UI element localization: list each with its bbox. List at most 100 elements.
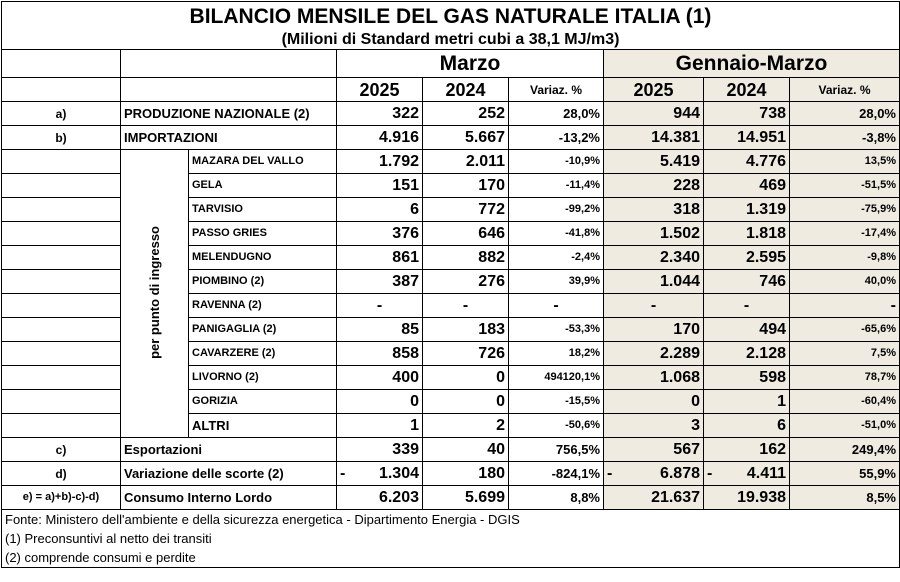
table-title: BILANCIO MENSILE DEL GAS NATURALE ITALIA… <box>1 1 900 30</box>
row-label: Variazione delle scorte (2) <box>120 461 337 486</box>
year-previous: 2024 <box>422 77 509 102</box>
row-code-blank <box>1 245 121 270</box>
cell-cvar: -65,6% <box>789 317 900 342</box>
cell-m24: 5.667 <box>422 125 509 150</box>
row-code-blank <box>1 365 121 390</box>
row-label: Consumo Interno Lordo <box>120 485 337 510</box>
cell-c25: 3 <box>603 413 704 438</box>
cell-m24: 276 <box>422 269 509 294</box>
row-code: c) <box>1 437 121 462</box>
cell-mvar: 8,8% <box>508 485 604 510</box>
footnote-2: (2) comprende consumi e perdite <box>1 548 900 568</box>
cell-c25: 170 <box>603 317 704 342</box>
cell-mvar: -53,3% <box>508 317 604 342</box>
entry-point-row: MELENDUGNO 861 882 -2,4% 2.340 2.595 -9,… <box>1 245 900 270</box>
minus-sign: - <box>707 464 713 482</box>
cell-c24: 4.776 <box>703 149 790 174</box>
cell-cvar: 78,7% <box>789 365 900 390</box>
period-cumulative: Gennaio-Marzo <box>603 49 900 78</box>
cell-cvar: 40,0% <box>789 269 900 294</box>
entry-point-name: RAVENNA (2) <box>188 293 337 318</box>
row-code-blank <box>1 389 121 414</box>
cell-m24: 0 <box>422 365 509 390</box>
table-row: a) PRODUZIONE NAZIONALE (2) 322 252 28,0… <box>1 101 900 126</box>
row-code: e) = a)+b)-c)-d) <box>1 485 121 510</box>
table-row: d) Variazione delle scorte (2) - 1.304 18… <box>1 461 900 486</box>
entry-point-name: PIOMBINO (2) <box>188 269 337 294</box>
cell-cvar: -51,5% <box>789 173 900 198</box>
row-label: Esportazioni <box>120 437 337 462</box>
cell-c25: 2.340 <box>603 245 704 270</box>
cell-m25: 6 <box>336 197 423 222</box>
cell-m25: 858 <box>336 341 423 366</box>
cell-c24: 19.938 <box>703 485 790 510</box>
cell-m25: - <box>336 293 423 318</box>
cell-m25: 4.916 <box>336 125 423 150</box>
cell-m25: 400 <box>336 365 423 390</box>
year-current: 2025 <box>336 77 423 102</box>
cell-mvar: 28,0% <box>508 101 604 126</box>
entry-point-row: GORIZIA 0 0 -15,5% 0 1 -60,4% <box>1 389 900 414</box>
cell-c25: 1.502 <box>603 221 704 246</box>
cell-c25: 0 <box>603 389 704 414</box>
table-subtitle: (Milioni di Standard metri cubi a 38,1 M… <box>1 30 900 50</box>
cell-c24: 598 <box>703 365 790 390</box>
cell-m25: 387 <box>336 269 423 294</box>
cell-m25: 376 <box>336 221 423 246</box>
cell-m24: 40 <box>422 437 509 462</box>
cell-mvar: -50,6% <box>508 413 604 438</box>
cell-cvar: -3,8% <box>789 125 900 150</box>
cell-m25: 0 <box>336 389 423 414</box>
row-code-blank <box>1 149 121 174</box>
cell-m25: 339 <box>336 437 423 462</box>
variation-header: Variaz. % <box>508 77 604 102</box>
cell-m25: 861 <box>336 245 423 270</box>
cell-m25: 322 <box>336 101 423 126</box>
cell-c25: 1.044 <box>603 269 704 294</box>
cell-c24: 469 <box>703 173 790 198</box>
year-current: 2025 <box>603 77 704 102</box>
cell-c25: 318 <box>603 197 704 222</box>
entry-point-row: ALTRI 1 2 -50,6% 3 6 -51,0% <box>1 413 900 438</box>
cell-c24: 1.818 <box>703 221 790 246</box>
cell-cvar: 28,0% <box>789 101 900 126</box>
cell-c25: 228 <box>603 173 704 198</box>
cell-m24: 183 <box>422 317 509 342</box>
cell-mvar: -11,4% <box>508 173 604 198</box>
row-code-blank <box>1 197 121 222</box>
cell-c24: 2.128 <box>703 341 790 366</box>
cell-c25: 14.381 <box>603 125 704 150</box>
row-code-blank <box>1 293 121 318</box>
row-code-blank <box>1 173 121 198</box>
cell-mvar: 18,2% <box>508 341 604 366</box>
cell-m24: 252 <box>422 101 509 126</box>
cell-c25: 1.068 <box>603 365 704 390</box>
cell-mvar: 39,9% <box>508 269 604 294</box>
entry-point-name: TARVISIO <box>188 197 337 222</box>
cell-c25: - <box>603 293 704 318</box>
table-row: e) = a)+b)-c)-d) Consumo Interno Lordo 6… <box>1 485 900 510</box>
entry-point-row: per punto di ingresso MAZARA DEL VALLO 1… <box>1 149 900 438</box>
entry-point-name: LIVORNO (2) <box>188 365 337 390</box>
cell-m24: 180 <box>422 461 509 486</box>
cell-c25: 2.289 <box>603 341 704 366</box>
cell-m25: 151 <box>336 173 423 198</box>
header-blank <box>120 77 337 102</box>
cell-value: 4.411 <box>746 464 786 482</box>
cell-value: 1.304 <box>378 464 419 482</box>
row-code-blank <box>1 341 121 366</box>
cell-mvar: -824,1% <box>508 461 604 486</box>
entry-point-row: CAVARZERE (2) 858 726 18,2% 2.289 2.128 … <box>1 341 900 366</box>
entry-point-row: RAVENNA (2) - - - - - - <box>1 293 900 318</box>
header-blank <box>1 49 121 78</box>
cell-c24: - 4.411 <box>703 461 790 486</box>
cell-m24: 772 <box>422 197 509 222</box>
cell-mvar: 756,5% <box>508 437 604 462</box>
cell-cvar: -9,8% <box>789 245 900 270</box>
year-previous: 2024 <box>703 77 790 102</box>
cell-m25: 1.792 <box>336 149 423 174</box>
table-row: c) Esportazioni 339 40 756,5% 567 162 24… <box>1 437 900 462</box>
cell-c24: 494 <box>703 317 790 342</box>
cell-cvar: 55,9% <box>789 461 900 486</box>
entry-point-name: MAZARA DEL VALLO <box>188 149 337 174</box>
